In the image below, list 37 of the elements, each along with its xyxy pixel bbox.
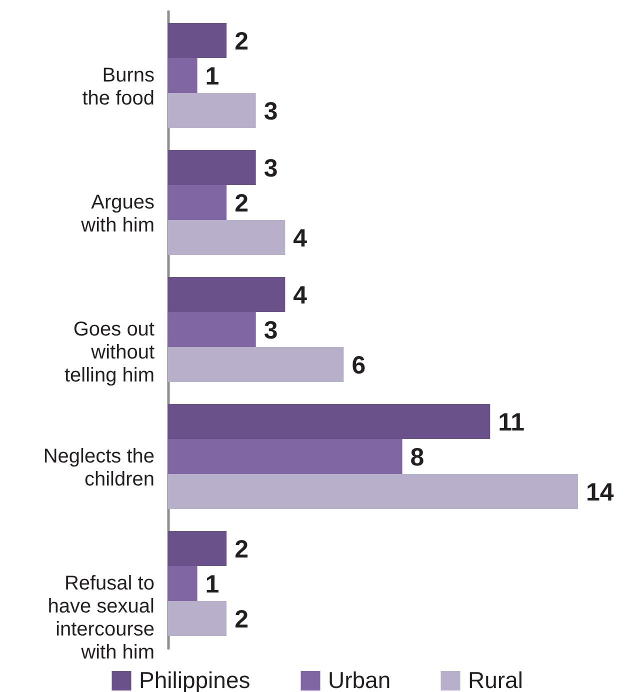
bar: [168, 92, 256, 128]
y-tick-label: Refusal to have sexual intercourse with him: [48, 572, 154, 664]
data-label: 2: [234, 536, 248, 564]
data-label: 1: [205, 570, 220, 599]
bar: [168, 439, 402, 474]
data-label: 8: [410, 444, 424, 472]
data-label: 11: [498, 408, 525, 436]
bar: [168, 531, 227, 566]
data-label: 3: [264, 97, 278, 126]
y-tick-label: Burns the food: [82, 64, 154, 110]
bar: [168, 276, 286, 312]
data-label: 2: [234, 27, 248, 56]
bar: [168, 150, 256, 185]
data-label: 2: [234, 606, 248, 634]
data-label: 14: [586, 478, 614, 507]
data-label: 6: [352, 352, 366, 380]
data-label: 3: [264, 154, 278, 182]
data-label: 3: [264, 316, 278, 344]
bar: [168, 601, 227, 636]
data-label: 2: [234, 189, 248, 218]
bar: [168, 404, 490, 440]
bar: [168, 566, 198, 602]
bar: [168, 474, 578, 510]
bar: [168, 22, 227, 58]
bar: [168, 312, 256, 348]
y-tick-label: Neglects the children: [43, 446, 154, 491]
bar: [168, 184, 227, 220]
bar: [168, 220, 286, 256]
y-tick-label: Argues with him: [80, 191, 154, 236]
legend-label: Rural: [468, 666, 523, 692]
legend-label: Urban: [328, 666, 391, 692]
data-label: 4: [293, 224, 308, 252]
data-label: 1: [205, 62, 220, 90]
bar: [168, 58, 198, 93]
y-tick-label: Goes out without telling him: [64, 318, 155, 386]
data-label: 4: [293, 281, 308, 310]
bar: [168, 347, 344, 382]
